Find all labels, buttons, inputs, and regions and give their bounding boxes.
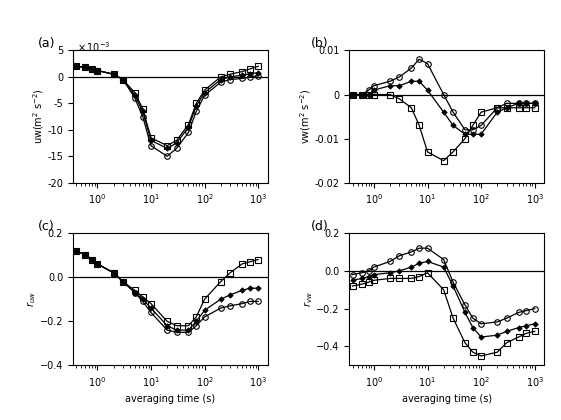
X-axis label: averaging time (s): averaging time (s) [402,394,492,404]
Y-axis label: $r_{vw}$: $r_{vw}$ [302,291,315,307]
Text: (a): (a) [38,37,56,50]
Y-axis label: vw(m$^2$ s$^{-2}$): vw(m$^2$ s$^{-2}$) [298,89,314,144]
X-axis label: averaging time (s): averaging time (s) [125,394,215,404]
Y-axis label: $r_{uw}$: $r_{uw}$ [25,291,38,307]
Text: (c): (c) [38,220,54,233]
Text: (b): (b) [310,37,328,50]
Text: $\times\,10^{-3}$: $\times\,10^{-3}$ [77,40,111,54]
Y-axis label: uw(m$^2$ s$^{-2}$): uw(m$^2$ s$^{-2}$) [31,89,46,144]
Text: (d): (d) [310,220,328,233]
